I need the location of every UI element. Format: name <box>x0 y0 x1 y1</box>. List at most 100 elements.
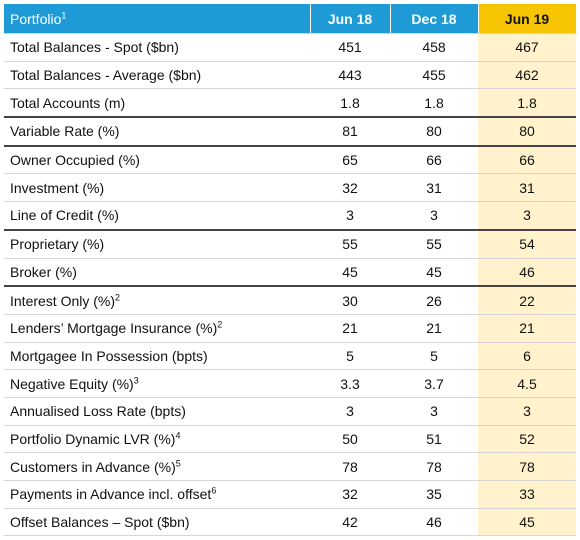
value-cell: 78 <box>390 452 478 481</box>
row-label-cell: Interest Only (%)2 <box>4 286 310 315</box>
table-row: Total Balances - Spot ($bn) 451 458 467 <box>4 33 576 62</box>
row-label-cell: Lenders’ Mortgage Insurance (%)2 <box>4 314 310 343</box>
row-label-cell: Proprietary (%) <box>4 229 310 259</box>
value-cell: 50 <box>310 425 390 454</box>
value-cell: 5 <box>390 342 478 371</box>
value-cell: 3 <box>478 201 576 231</box>
header-row: Portfolio1 Jun 18 Dec 18 Jun 19 <box>4 4 577 34</box>
row-label: Lenders’ Mortgage Insurance (%) <box>10 320 218 337</box>
table-row: Lenders’ Mortgage Insurance (%)2 21 21 21 <box>4 314 576 343</box>
value-cell: 66 <box>478 145 576 175</box>
column-header: Jun 18 <box>310 4 391 34</box>
row-label-cell: Broker (%) <box>4 258 310 288</box>
table-row: Broker (%) 45 45 46 <box>4 258 576 288</box>
footnote-marker: 3 <box>133 374 139 385</box>
row-label: Payments in Advance incl. offset <box>10 486 212 503</box>
value-cell: 5 <box>310 342 390 371</box>
row-label: Variable Rate (%) <box>10 123 120 140</box>
row-label: Interest Only (%) <box>10 292 116 309</box>
value-cell: 30 <box>310 286 390 315</box>
row-label-cell: Owner Occupied (%) <box>4 145 310 175</box>
value-cell: 66 <box>390 145 478 175</box>
row-label-cell: Payments in Advance incl. offset6 <box>4 480 310 509</box>
footnote-marker: 2 <box>115 291 121 302</box>
row-label-cell: Annualised Loss Rate (bpts) <box>4 397 310 426</box>
row-label-cell: Variable Rate (%) <box>4 117 310 147</box>
row-label: Offset Balances – Spot ($bn) <box>10 514 190 531</box>
value-cell: 80 <box>390 117 478 147</box>
row-label-cell: Total Balances - Average ($bn) <box>4 61 310 90</box>
table-row: Portfolio Dynamic LVR (%)4 50 51 52 <box>4 425 576 454</box>
value-cell: 33 <box>478 480 576 509</box>
value-cell: 6 <box>478 342 576 371</box>
row-label-cell: Investment (%) <box>4 173 310 203</box>
value-cell: 32 <box>310 480 390 509</box>
row-label-cell: Mortgagee In Possession (bpts) <box>4 342 310 371</box>
value-cell: 21 <box>390 314 478 343</box>
value-cell: 65 <box>310 145 390 175</box>
column-header: Dec 18 <box>390 4 479 34</box>
value-cell: 45 <box>390 258 478 288</box>
value-cell: 55 <box>310 229 390 259</box>
value-cell: 443 <box>310 61 390 90</box>
row-label: Annualised Loss Rate (bpts) <box>10 403 186 420</box>
table-row: Line of Credit (%) 3 3 3 <box>4 201 576 231</box>
value-cell: 26 <box>390 286 478 315</box>
value-cell: 1.8 <box>478 88 576 119</box>
value-cell: 3 <box>390 201 478 231</box>
table-row: Mortgagee In Possession (bpts) 5 5 6 <box>4 342 576 371</box>
footnote-marker: 5 <box>175 458 181 468</box>
value-cell: 22 <box>478 286 576 315</box>
value-cell: 3 <box>390 397 478 426</box>
value-cell: 1.8 <box>390 88 478 119</box>
value-cell: 3 <box>310 397 390 426</box>
value-cell: 45 <box>310 258 390 288</box>
table-body: Total Balances - Spot ($bn) 451 458 467 Tota… <box>4 33 576 537</box>
value-cell: 80 <box>478 117 576 147</box>
table-row: Customers in Advance (%)5 78 78 78 <box>4 452 576 481</box>
table-row: Interest Only (%)2 30 26 22 <box>4 286 576 315</box>
row-label: Proprietary (%) <box>10 236 105 253</box>
value-cell: 21 <box>478 314 576 343</box>
value-cell: 31 <box>390 173 478 203</box>
footnote-marker: 6 <box>211 485 217 496</box>
table-row: Total Accounts (m) 1.8 1.8 1.8 <box>4 88 576 119</box>
value-cell: 78 <box>310 452 390 481</box>
row-label: Portfolio Dynamic LVR (%) <box>10 430 176 447</box>
header-title-cell: Portfolio1 <box>4 4 311 34</box>
header-title: Portfolio <box>10 10 62 27</box>
row-label: Broker (%) <box>10 263 77 280</box>
row-label-cell: Portfolio Dynamic LVR (%)4 <box>4 425 310 454</box>
value-cell: 3 <box>478 397 576 426</box>
table-row: Investment (%) 32 31 31 <box>4 173 576 203</box>
row-label: Line of Credit (%) <box>10 207 119 224</box>
value-cell: 52 <box>478 425 576 454</box>
value-cell: 32 <box>310 173 390 203</box>
row-label: Negative Equity (%) <box>10 375 134 392</box>
row-label-cell: Customers in Advance (%)5 <box>4 452 310 481</box>
row-label-cell: Total Accounts (m) <box>4 88 310 119</box>
value-cell: 458 <box>390 33 478 62</box>
column-header: Jun 19 <box>478 4 577 34</box>
value-cell: 55 <box>390 229 478 259</box>
row-label-cell: Offset Balances – Spot ($bn) <box>4 508 310 537</box>
value-cell: 3.7 <box>390 369 478 398</box>
value-cell: 51 <box>390 425 478 454</box>
row-label: Total Balances - Spot ($bn) <box>10 39 179 56</box>
value-cell: 46 <box>478 258 576 288</box>
table-row: Offset Balances – Spot ($bn) 42 46 45 <box>4 508 576 537</box>
value-cell: 42 <box>310 508 390 537</box>
value-cell: 3.3 <box>310 369 390 398</box>
footnote-marker: 1 <box>61 9 67 20</box>
value-cell: 45 <box>478 508 576 537</box>
footnote-marker: 4 <box>175 430 181 441</box>
row-label: Total Accounts (m) <box>10 94 126 111</box>
table-row: Variable Rate (%) 81 80 80 <box>4 117 576 147</box>
row-label: Customers in Advance (%) <box>10 458 176 475</box>
row-label-cell: Total Balances - Spot ($bn) <box>4 33 310 62</box>
value-cell: 451 <box>310 33 390 62</box>
value-cell: 21 <box>310 314 390 343</box>
row-label: Investment (%) <box>10 179 105 196</box>
row-label-cell: Line of Credit (%) <box>4 201 310 231</box>
